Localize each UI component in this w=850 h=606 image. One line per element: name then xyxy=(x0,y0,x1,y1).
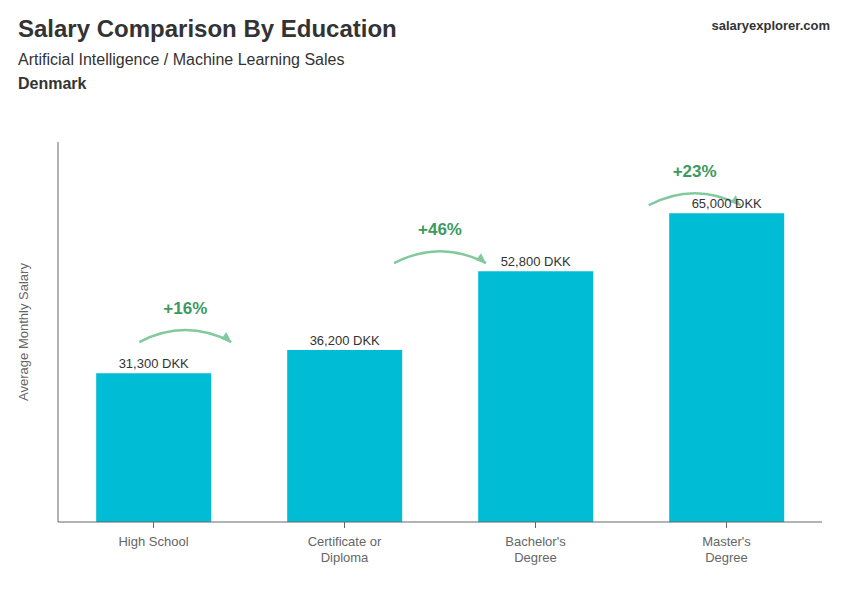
svg-text:52,800 DKK: 52,800 DKK xyxy=(501,254,571,269)
svg-text:36,200 DKK: 36,200 DKK xyxy=(310,333,380,348)
html-text:salary explorer.com: salary explorer.com xyxy=(711,18,830,33)
svg-text:Bachelor'sDegree: Bachelor'sDegree xyxy=(505,534,566,565)
svg-text:65,000 DKK: 65,000 DKK xyxy=(692,196,762,211)
html-text:Denmark: Denmark xyxy=(18,75,87,92)
svg-text:Average Monthly Salary: Average Monthly Salary xyxy=(16,263,31,401)
svg-text:High School: High School xyxy=(118,534,188,549)
html-text:Salary Comparison By Education: Salary Comparison By Education xyxy=(18,15,397,42)
svg-text:Master'sDegree: Master'sDegree xyxy=(702,534,751,565)
svg-text:+16%: +16% xyxy=(163,299,207,318)
svg-text:31,300 DKK: 31,300 DKK xyxy=(119,356,189,371)
html-text:Artificial Intelligence / Mach: Artificial Intelligence / Machine Learni… xyxy=(18,51,345,68)
svg-text:+46%: +46% xyxy=(418,220,462,239)
svg-text:+23%: +23% xyxy=(673,162,717,181)
svg-text:Certificate orDiploma: Certificate orDiploma xyxy=(308,534,382,565)
